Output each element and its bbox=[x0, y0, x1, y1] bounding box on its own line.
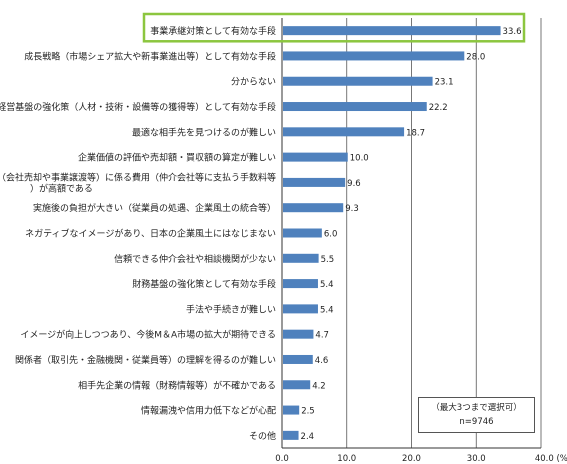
bar-6 bbox=[283, 177, 346, 187]
category-label-6-line-0: M＆A（会社売却や事業譲渡等）に係る費用（仲介会社等に支払う手数料等 bbox=[0, 171, 276, 183]
category-label-10-line-0: 財務基盤の強化策として有効な手段 bbox=[132, 278, 276, 290]
category-label-1-line-0: 成長戦略（市場シェア拡大や新事業進出等）として有効な手段 bbox=[24, 50, 276, 62]
note-line-1: （最大3つまで選択可） bbox=[431, 403, 522, 413]
bar-16 bbox=[283, 430, 299, 440]
x-tick-label-3: 30.0 bbox=[467, 454, 486, 464]
value-label-5: 10.0 bbox=[350, 154, 369, 164]
category-label-13: 関係者（取引先・金融機関・従業員等）の理解を得るのが難しい bbox=[15, 354, 276, 366]
category-label-10: 財務基盤の強化策として有効な手段 bbox=[132, 278, 276, 290]
value-label-6: 9.6 bbox=[347, 179, 361, 189]
value-label-15: 2.5 bbox=[301, 407, 315, 417]
category-label-8-line-0: ネガティブなイメージがあり、日本の企業風土にはなじまない bbox=[25, 228, 276, 240]
note-box: （最大3つまで選択可） n=9746 bbox=[418, 397, 535, 433]
category-label-2-line-0: 分からない bbox=[231, 77, 276, 88]
x-tick-label-4: 40.0 (%) bbox=[535, 454, 567, 464]
value-label-9: 5.5 bbox=[321, 255, 335, 265]
value-label-0: 33.6 bbox=[503, 27, 522, 37]
category-label-4-line-0: 最適な相手先を見つけるのが難しい bbox=[132, 126, 276, 138]
category-label-2: 分からない bbox=[231, 77, 276, 88]
category-label-14: 相手先企業の情報（財務情報等）が不確かである bbox=[78, 379, 276, 391]
bar-15 bbox=[283, 405, 300, 415]
category-label-7-line-0: 実施後の負担が大きい（従業員の処遇、企業風土の統合等） bbox=[33, 202, 276, 214]
bar-8 bbox=[283, 228, 322, 238]
bar-10 bbox=[283, 279, 318, 289]
value-label-12: 4.7 bbox=[315, 331, 329, 341]
category-label-11-line-0: 手法や手続きが難しい bbox=[186, 303, 276, 315]
bar-12 bbox=[283, 329, 314, 339]
category-label-13-line-0: 関係者（取引先・金融機関・従業員等）の理解を得るのが難しい bbox=[15, 354, 276, 366]
category-label-6: M＆A（会社売却や事業譲渡等）に係る費用（仲介会社等に支払う手数料等）が高額であ… bbox=[0, 171, 276, 194]
category-label-16-line-0: その他 bbox=[249, 430, 276, 442]
category-label-4: 最適な相手先を見つけるのが難しい bbox=[132, 126, 276, 138]
value-label-3: 22.2 bbox=[429, 103, 448, 113]
category-label-5-line-0: 企業価値の評価や売却額・買収額の算定が難しい bbox=[78, 152, 276, 164]
x-tick-label-2: 20.0 bbox=[402, 454, 421, 464]
bar-13 bbox=[283, 354, 313, 364]
category-label-16: その他 bbox=[249, 430, 276, 442]
category-label-7: 実施後の負担が大きい（従業員の処遇、企業風土の統合等） bbox=[33, 202, 276, 214]
bar-4 bbox=[283, 127, 405, 137]
category-label-1: 成長戦略（市場シェア拡大や新事業進出等）として有効な手段 bbox=[24, 50, 276, 62]
category-label-14-line-0: 相手先企業の情報（財務情報等）が不確かである bbox=[78, 379, 276, 391]
highlight-box bbox=[142, 12, 526, 43]
category-label-8: ネガティブなイメージがあり、日本の企業風土にはなじまない bbox=[25, 228, 276, 240]
value-label-7: 9.3 bbox=[345, 204, 359, 214]
bar-3 bbox=[283, 102, 427, 112]
category-label-9-line-0: 信頼できる仲介会社や相談機関が少ない bbox=[114, 253, 276, 265]
value-label-1: 28.0 bbox=[466, 52, 485, 62]
value-label-14: 4.2 bbox=[312, 381, 326, 391]
category-label-15-line-0: 情報漏洩や信用力低下などが心配 bbox=[141, 405, 276, 417]
x-tick-label-1: 10.0 bbox=[337, 454, 356, 464]
bar-5 bbox=[283, 152, 348, 162]
category-label-0-line-0: 事業承継対策として有効な手段 bbox=[150, 25, 276, 37]
value-label-8: 6.0 bbox=[324, 230, 338, 240]
bar-9 bbox=[283, 253, 319, 263]
value-label-11: 5.4 bbox=[320, 305, 334, 315]
value-label-16: 2.4 bbox=[301, 432, 315, 442]
value-label-2: 23.1 bbox=[435, 78, 454, 88]
category-label-3: 経営基盤の強化策（人材・技術・設備等の獲得等）として有効な手段 bbox=[0, 101, 276, 113]
bar-0 bbox=[283, 26, 501, 36]
category-label-6-line-1: ）が高額である bbox=[30, 182, 93, 194]
value-label-13: 4.6 bbox=[315, 356, 329, 366]
bar-14 bbox=[283, 380, 311, 390]
value-label-10: 5.4 bbox=[320, 280, 334, 290]
bar-1 bbox=[283, 51, 465, 61]
category-label-15: 情報漏洩や信用力低下などが心配 bbox=[141, 405, 276, 417]
bar-7 bbox=[283, 203, 344, 213]
x-tick-label-0: 0.0 bbox=[275, 454, 289, 464]
category-label-9: 信頼できる仲介会社や相談機関が少ない bbox=[114, 253, 276, 265]
category-label-3-line-0: 経営基盤の強化策（人材・技術・設備等の獲得等）として有効な手段 bbox=[0, 101, 276, 113]
category-label-11: 手法や手続きが難しい bbox=[186, 303, 276, 315]
category-label-5: 企業価値の評価や売却額・買収額の算定が難しい bbox=[78, 152, 276, 164]
category-label-12: イメージが向上しつつあり、今後M＆A市場の拡大が期待できる bbox=[20, 329, 276, 341]
bar-11 bbox=[283, 304, 318, 314]
bar-2 bbox=[283, 76, 433, 86]
category-label-0: 事業承継対策として有効な手段 bbox=[150, 25, 276, 37]
category-label-12-line-0: イメージが向上しつつあり、今後M＆A市場の拡大が期待できる bbox=[20, 329, 276, 341]
note-line-2: n=9746 bbox=[459, 417, 494, 427]
value-label-4: 18.7 bbox=[406, 128, 425, 138]
